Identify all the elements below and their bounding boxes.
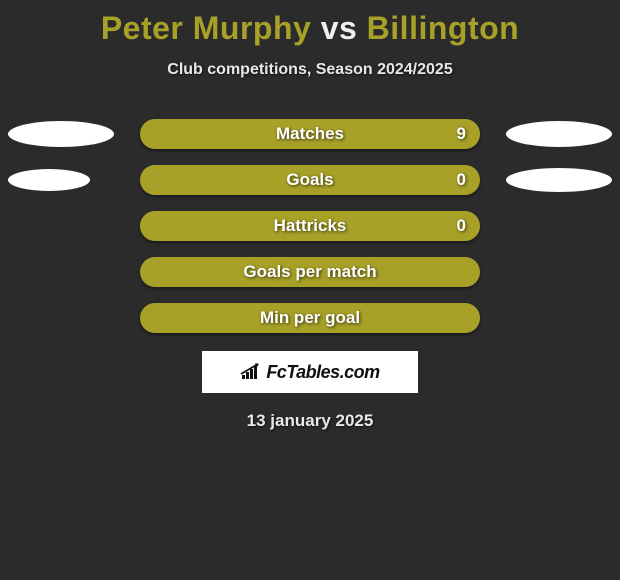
stat-bar: Matches 9 bbox=[140, 119, 480, 149]
vs-text: vs bbox=[321, 10, 358, 46]
stat-label: Goals per match bbox=[243, 262, 376, 282]
stat-label: Hattricks bbox=[274, 216, 347, 236]
stat-label: Goals bbox=[286, 170, 333, 190]
subtitle: Club competitions, Season 2024/2025 bbox=[0, 61, 620, 79]
stat-row: Min per goal bbox=[0, 303, 620, 333]
date-text: 13 january 2025 bbox=[0, 411, 620, 431]
stat-row: Hattricks 0 bbox=[0, 211, 620, 241]
stat-bar: Hattricks 0 bbox=[140, 211, 480, 241]
stat-row: Goals 0 bbox=[0, 165, 620, 195]
stat-label: Min per goal bbox=[260, 308, 360, 328]
stat-value: 9 bbox=[457, 124, 466, 144]
stat-row: Goals per match bbox=[0, 257, 620, 287]
logo: FcTables.com bbox=[240, 362, 379, 383]
bars-icon bbox=[240, 363, 262, 381]
player2-name: Billington bbox=[367, 10, 520, 46]
stat-value: 0 bbox=[457, 216, 466, 236]
stat-bar: Goals per match bbox=[140, 257, 480, 287]
stat-value: 0 bbox=[457, 170, 466, 190]
stat-bar: Min per goal bbox=[140, 303, 480, 333]
right-ellipse bbox=[506, 121, 612, 147]
stats-chart: Matches 9 Goals 0 Hattricks 0 Goals per match M… bbox=[0, 119, 620, 333]
left-ellipse bbox=[8, 121, 114, 147]
left-ellipse bbox=[8, 169, 90, 191]
stat-bar: Goals 0 bbox=[140, 165, 480, 195]
comparison-card: Peter Murphy vs Billington Club competit… bbox=[0, 0, 620, 580]
player1-name: Peter Murphy bbox=[101, 10, 311, 46]
stat-label: Matches bbox=[276, 124, 344, 144]
logo-text: FcTables.com bbox=[266, 362, 379, 383]
page-title: Peter Murphy vs Billington bbox=[0, 0, 620, 47]
logo-box: FcTables.com bbox=[202, 351, 418, 393]
right-ellipse bbox=[506, 168, 612, 192]
stat-row: Matches 9 bbox=[0, 119, 620, 149]
